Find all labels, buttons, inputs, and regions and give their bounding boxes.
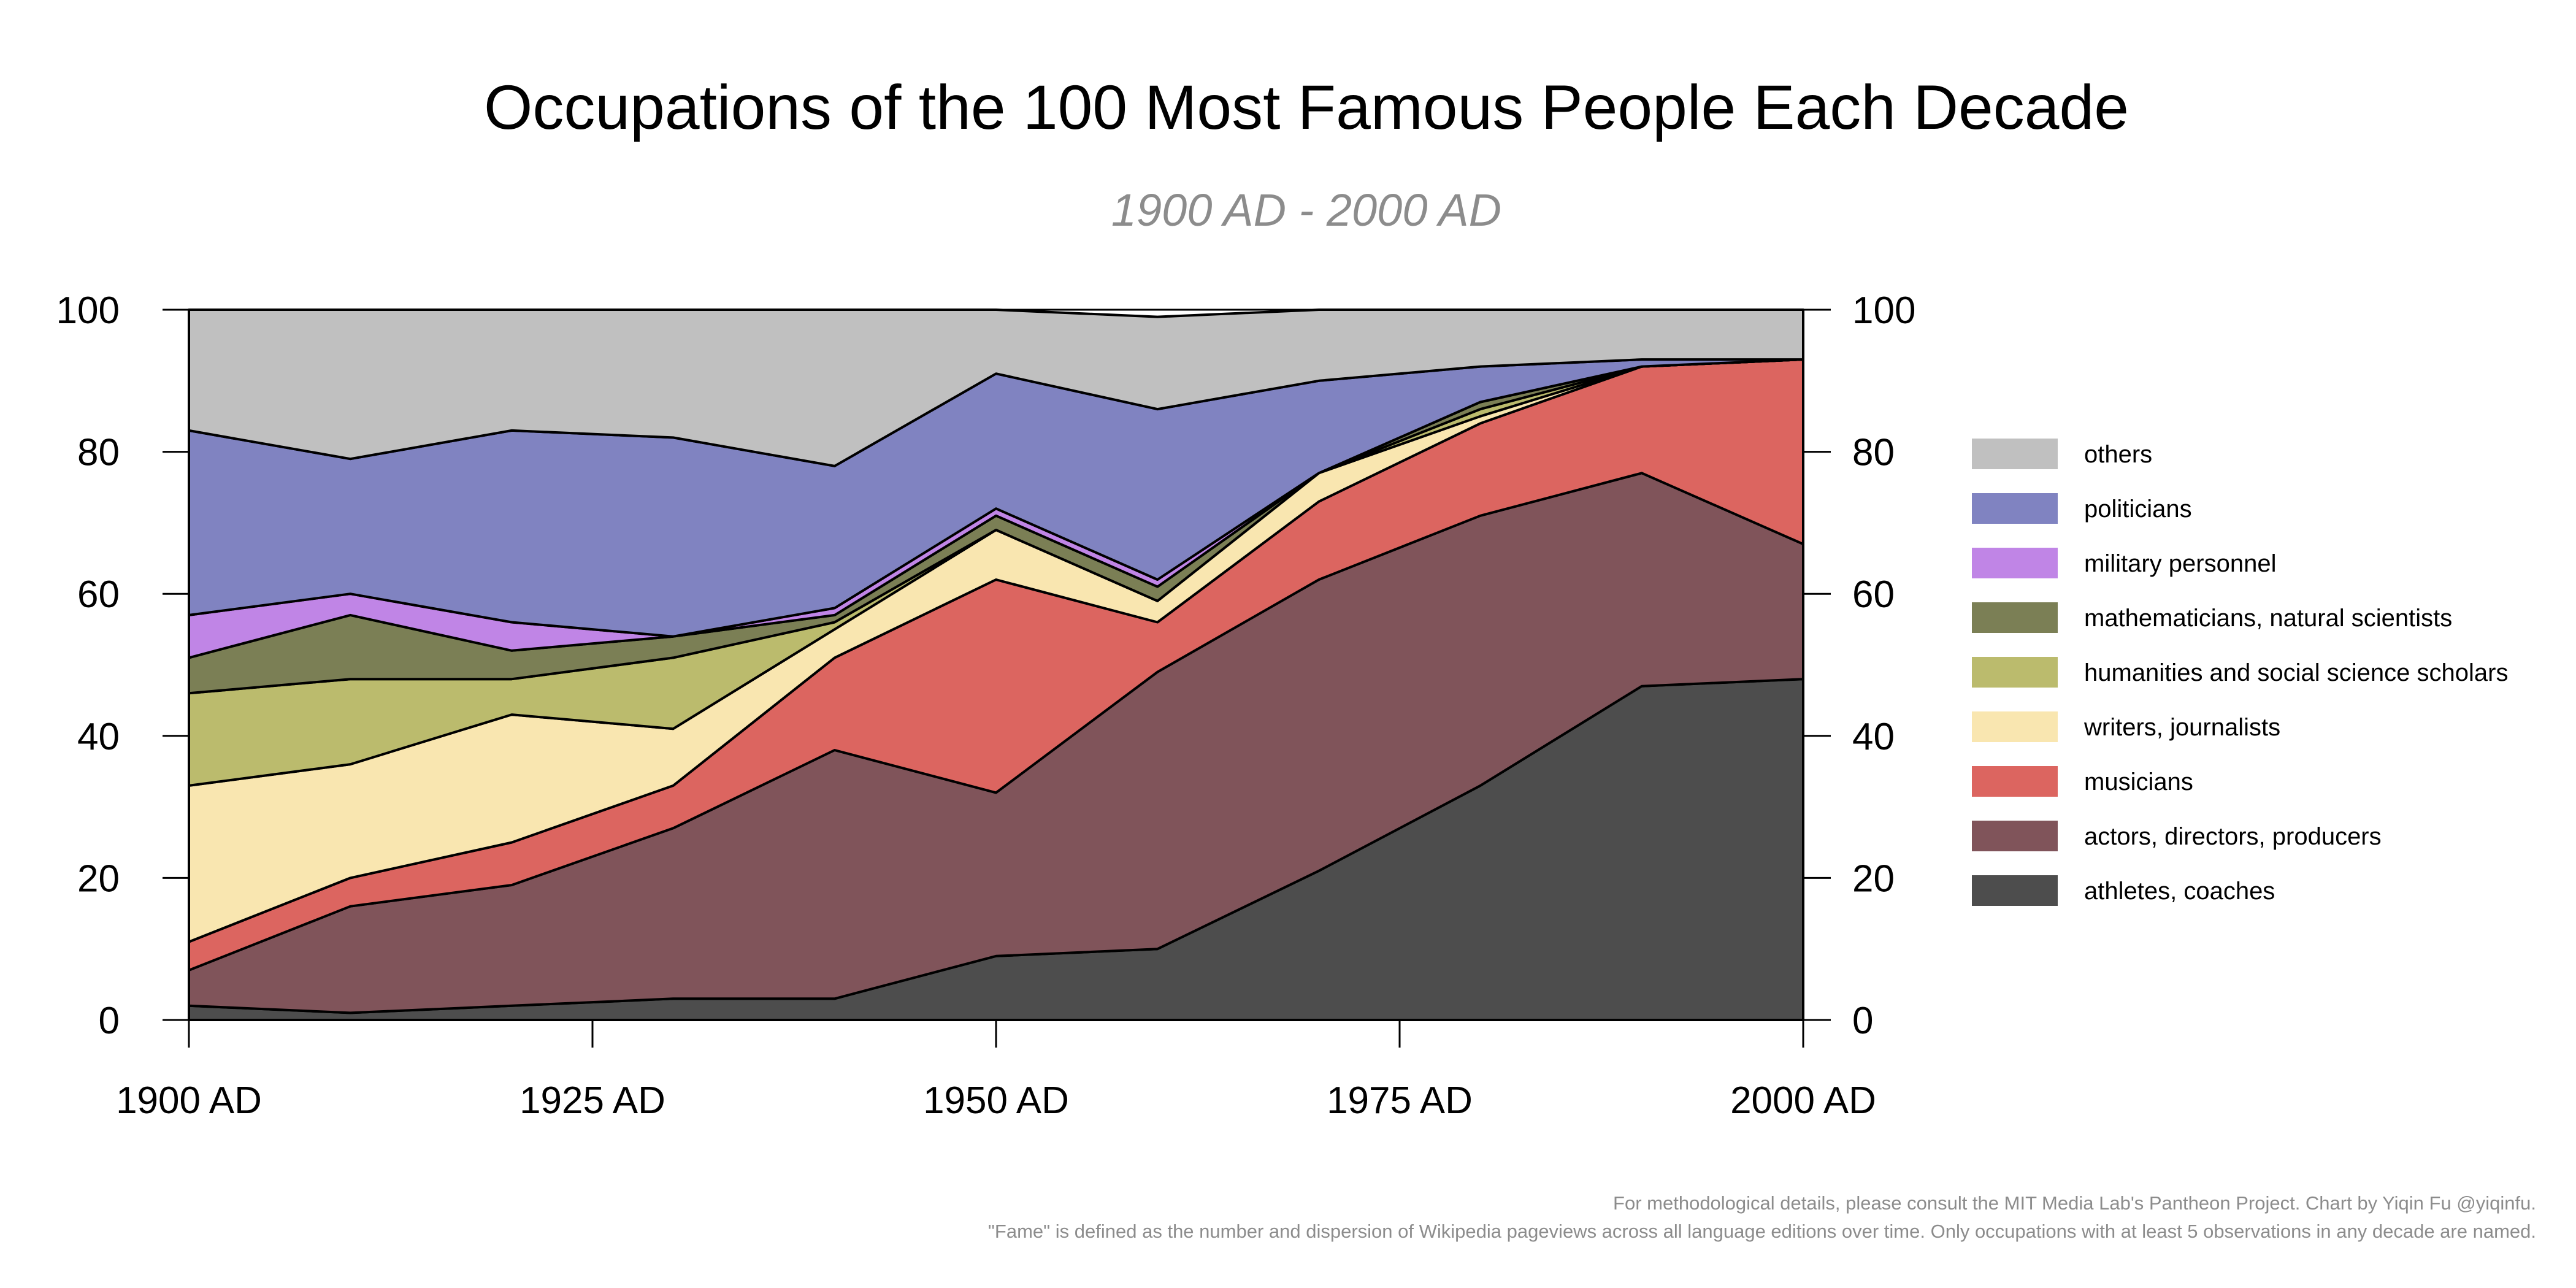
x-tick-label: 1950 AD: [923, 1079, 1069, 1122]
y-tick-label-right: 40: [1852, 716, 1895, 758]
legend-swatch: [1972, 548, 2058, 578]
legend-item-actors-directors-producers: actors, directors, producers: [1972, 821, 2382, 851]
y-tick-label-right: 60: [1852, 573, 1895, 616]
legend-item-others: others: [1972, 439, 2152, 469]
axes: 0 0 20 20 40 40 60 60 80 80 100 100 1900 AD 1925 AD 19…: [56, 289, 1916, 1122]
legend-label: writers, journalists: [2083, 714, 2280, 741]
legend-item-musicians: musicians: [1972, 766, 2193, 797]
y-tick-label-right: 80: [1852, 432, 1895, 474]
y-tick-label-right: 20: [1852, 857, 1895, 900]
legend-item-humanities-and-social-science-scholars: humanities and social science scholars: [1972, 657, 2508, 688]
legend-label: humanities and social science scholars: [2084, 659, 2508, 686]
legend: others politicians military personnel mathe…: [1972, 439, 2508, 906]
legend-swatch: [1972, 875, 2058, 906]
x-tick-label: 1900 AD: [116, 1079, 262, 1122]
y-tick-label-right: 100: [1852, 289, 1915, 332]
y-tick-label-left: 20: [77, 857, 120, 900]
chart-title: Occupations of the 100 Most Famous Peopl…: [484, 72, 2129, 142]
y-tick-label-left: 100: [56, 289, 120, 332]
legend-item-military-personnel: military personnel: [1972, 548, 2276, 578]
y-tick-label-left: 40: [77, 716, 120, 758]
y-tick-label-left: 60: [77, 573, 120, 616]
legend-label: musicians: [2084, 769, 2193, 795]
legend-label: military personnel: [2084, 550, 2276, 577]
legend-item-writers-journalists: writers, journalists: [1972, 711, 2280, 742]
legend-swatch: [1972, 602, 2058, 633]
x-tick-label: 2000 AD: [1730, 1079, 1876, 1122]
legend-item-athletes-coaches: athletes, coaches: [1972, 875, 2275, 906]
y-tick-label-left: 80: [77, 432, 120, 474]
x-tick-label: 1975 AD: [1327, 1079, 1473, 1122]
legend-swatch: [1972, 766, 2058, 797]
legend-swatch: [1972, 657, 2058, 688]
legend-label: others: [2084, 441, 2152, 468]
legend-label: athletes, coaches: [2084, 878, 2275, 905]
area-layers: [188, 309, 1804, 1021]
legend-item-mathematicians-natural-scientists: mathematicians, natural scientists: [1972, 602, 2452, 633]
y-tick-label-right: 0: [1852, 1000, 1873, 1042]
legend-swatch: [1972, 439, 2058, 469]
x-tick-label: 1925 AD: [519, 1079, 665, 1122]
legend-swatch: [1972, 711, 2058, 742]
legend-label: mathematicians, natural scientists: [2084, 605, 2452, 632]
legend-label: actors, directors, producers: [2084, 823, 2382, 850]
chart-subtitle: 1900 AD - 2000 AD: [1111, 185, 1501, 236]
legend-swatch: [1972, 493, 2058, 524]
legend-swatch: [1972, 821, 2058, 851]
legend-label: politicians: [2084, 496, 2192, 523]
footnote-methodology: For methodological details, please consu…: [1613, 1192, 2536, 1214]
y-tick-label-left: 0: [99, 1000, 120, 1042]
footnote-fame-definition: "Fame" is defined as the number and disp…: [988, 1221, 2536, 1242]
legend-item-politicians: politicians: [1972, 493, 2192, 524]
